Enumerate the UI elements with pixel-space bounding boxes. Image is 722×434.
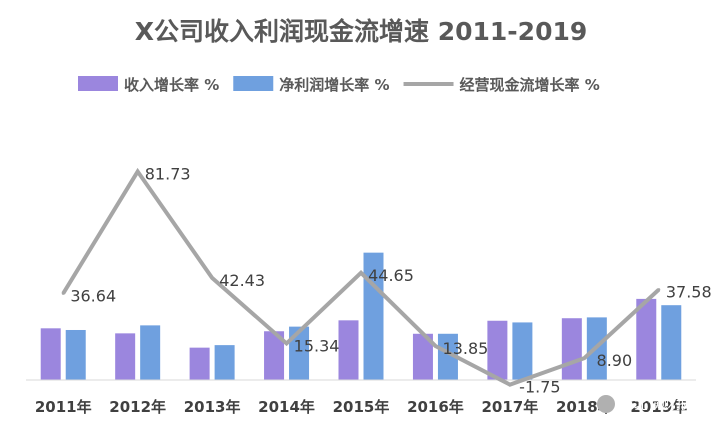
legend-swatch-1 bbox=[78, 76, 118, 91]
chart-title: X公司收入利润现金流增速 2011-2019 bbox=[135, 17, 588, 46]
bar-1-9 bbox=[636, 298, 657, 380]
line-point-6 bbox=[433, 344, 437, 348]
line-point-2 bbox=[136, 170, 140, 174]
bar-1-5 bbox=[338, 320, 359, 380]
bar-1-1 bbox=[40, 328, 61, 380]
data-label-2: 81.73 bbox=[145, 165, 191, 184]
data-label-5: 44.65 bbox=[368, 266, 414, 285]
x-tick-label-3: 2013年 bbox=[184, 398, 241, 416]
bar-2-4 bbox=[289, 326, 310, 380]
line-point-7 bbox=[508, 383, 512, 387]
x-tick-label-9: 2019年 bbox=[630, 398, 687, 416]
legend-label-3: 经营现金流增长率 % bbox=[460, 76, 600, 94]
bar-2-7 bbox=[512, 322, 533, 380]
watermark-icon bbox=[597, 395, 615, 413]
bar-1-3 bbox=[189, 347, 210, 380]
x-tick-label-6: 2016年 bbox=[407, 398, 464, 416]
x-tick-label-7: 2017年 bbox=[482, 398, 539, 416]
line-point-4 bbox=[285, 341, 289, 345]
legend-label-2: 净利润增长率 % bbox=[279, 76, 389, 94]
bar-1-7 bbox=[487, 320, 508, 380]
bar-1-8 bbox=[561, 318, 582, 380]
line-point-1 bbox=[61, 291, 65, 295]
x-tick-label-2: 2012年 bbox=[109, 398, 166, 416]
bar-2-3 bbox=[214, 345, 235, 380]
data-label-7: -1.75 bbox=[519, 378, 560, 397]
bar-2-1 bbox=[65, 329, 86, 380]
x-tick-label-1: 2011年 bbox=[35, 398, 92, 416]
bar-2-6 bbox=[437, 333, 458, 380]
legend-label-1: 收入增长率 % bbox=[124, 76, 219, 94]
bar-2-9 bbox=[661, 305, 682, 380]
x-tick-label-5: 2015年 bbox=[333, 398, 390, 416]
x-ticks: 2011年 2012年 2013年 2014年 2015年 2016年 2017年 2018年… bbox=[35, 398, 687, 416]
legend-swatch-2 bbox=[233, 76, 274, 91]
line-point-3 bbox=[210, 276, 214, 280]
watermark: 小北读财报 bbox=[597, 395, 690, 413]
data-label-6: 13.85 bbox=[443, 339, 489, 358]
data-labels: 36.64 81.73 42.43 15.34 44.65 13.85 -1.75 8.90 3… bbox=[70, 165, 711, 397]
bars bbox=[40, 252, 682, 380]
watermark-text: 小北读财报 bbox=[620, 396, 690, 413]
data-label-3: 42.43 bbox=[219, 271, 265, 290]
data-label-8: 8.90 bbox=[597, 351, 633, 370]
data-label-1: 36.64 bbox=[70, 286, 116, 305]
bar-2-5 bbox=[363, 252, 384, 380]
bar-1-2 bbox=[115, 333, 136, 380]
x-tick-label-4: 2014年 bbox=[258, 398, 315, 416]
line-point-5 bbox=[359, 271, 363, 275]
line-series bbox=[61, 167, 661, 387]
bar-1-6 bbox=[412, 333, 433, 380]
line-point-9 bbox=[657, 288, 661, 292]
line-point-8 bbox=[582, 356, 586, 360]
bar-2-2 bbox=[140, 325, 161, 380]
legend: 收入增长率 % 净利润增长率 % 经营现金流增长率 % bbox=[78, 76, 600, 94]
data-label-4: 15.34 bbox=[294, 336, 340, 355]
bar-1-4 bbox=[264, 331, 285, 380]
data-label-9: 37.58 bbox=[666, 283, 712, 302]
